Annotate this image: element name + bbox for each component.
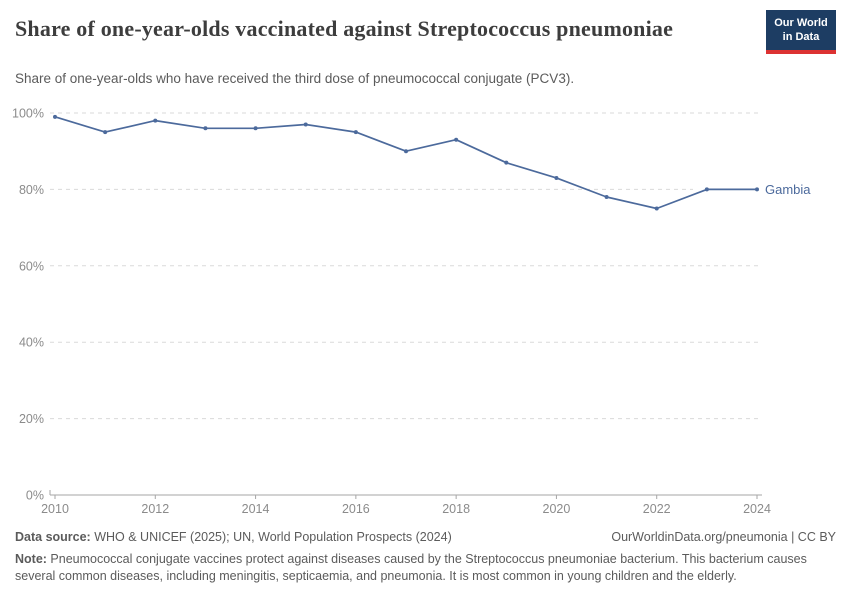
page-title: Share of one-year-olds vaccinated agains…: [15, 16, 674, 41]
data-point-2022[interactable]: [654, 206, 659, 211]
data-source-text: WHO & UNICEF (2025); UN, World Populatio…: [90, 530, 452, 544]
data-source: Data source: WHO & UNICEF (2025); UN, Wo…: [15, 530, 452, 544]
owid-logo-line2: in Data: [782, 31, 820, 44]
x-tick-label-2010: 2010: [41, 502, 69, 516]
y-tick-label-20: 20%: [19, 412, 44, 426]
data-point-2011[interactable]: [103, 130, 108, 135]
owid-logo[interactable]: Our World in Data: [766, 10, 836, 54]
x-tick-label-2024: 2024: [743, 502, 771, 516]
owid-logo-line1: Our World: [774, 17, 828, 29]
data-point-2024[interactable]: [755, 187, 759, 192]
data-point-2023[interactable]: [704, 187, 709, 192]
data-point-2020[interactable]: [554, 175, 559, 180]
owid-logo-box: Our World in Data: [766, 10, 836, 54]
line-chart[interactable]: 0% 20% 40% 60% 80% 100% 2010 2012 2014 2016 2018 20…: [0, 100, 850, 530]
data-point-2012[interactable]: [153, 118, 158, 123]
footer-source-row: Data source: WHO & UNICEF (2025); UN, Wo…: [15, 530, 836, 544]
x-tick-label-2020: 2020: [543, 502, 571, 516]
y-tick-label-40: 40%: [19, 336, 44, 350]
x-tick-label-2014: 2014: [242, 502, 270, 516]
data-point-2010[interactable]: [53, 114, 57, 119]
data-point-2018[interactable]: [454, 137, 459, 142]
footer-note-label: Note:: [15, 552, 47, 566]
y-tick-label-60: 60%: [19, 259, 44, 273]
x-tick-label-2012: 2012: [141, 502, 169, 516]
footer-note-text: Pneumococcal conjugate vaccines protect …: [15, 552, 807, 583]
data-point-2017[interactable]: [404, 149, 408, 154]
series-line-gambia[interactable]: [54, 115, 757, 210]
footer-note: Note: Pneumococcal conjugate vaccines pr…: [15, 551, 836, 585]
data-point-2013[interactable]: [203, 126, 208, 131]
chart-subtitle: Share of one-year-olds who have received…: [15, 71, 575, 86]
x-tick-label-2016: 2016: [342, 502, 370, 516]
data-source-label: Data source:: [15, 530, 91, 544]
data-point-2016[interactable]: [353, 130, 358, 135]
x-tick-label-2018: 2018: [442, 502, 470, 516]
x-tick-label-2022: 2022: [643, 502, 671, 516]
data-point-2019[interactable]: [504, 160, 509, 165]
data-point-2015[interactable]: [303, 122, 308, 127]
y-tick-label-100: 100%: [12, 107, 44, 121]
y-tick-label-80: 80%: [19, 183, 44, 197]
owid-license-link[interactable]: OurWorldinData.org/pneumonia | CC BY: [611, 530, 836, 544]
data-point-2014[interactable]: [253, 126, 258, 131]
data-point-2021[interactable]: [604, 195, 609, 200]
y-tick-label-0: 0%: [26, 489, 44, 503]
series-end-label[interactable]: Gambia: [765, 182, 811, 197]
